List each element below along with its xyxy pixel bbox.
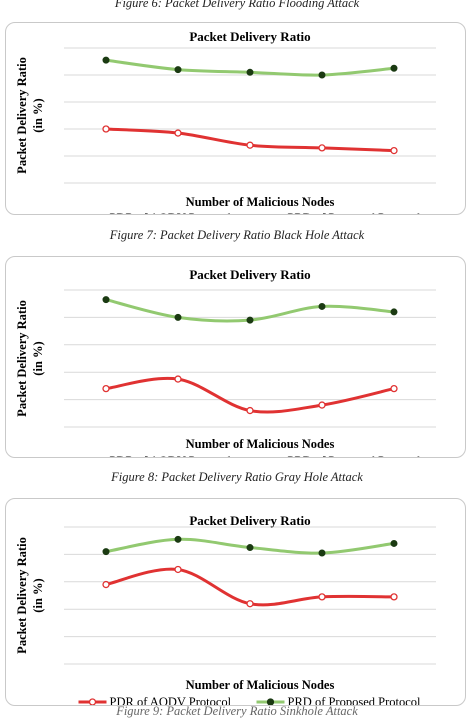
y-axis-label-line: (in %)	[31, 341, 45, 375]
data-point-proposed	[390, 308, 398, 316]
chart-title: Packet Delivery Ratio	[189, 513, 310, 528]
data-point-aodv	[102, 580, 110, 589]
data-point-aodv	[174, 565, 182, 574]
y-axis-label: Packet Delivery Ratio (in %)	[15, 300, 45, 417]
data-point-proposed	[174, 66, 182, 74]
chart-sinkhole: Packet Delivery Ratio Packet Delivery Rat…	[5, 498, 466, 706]
data-point-aodv	[318, 593, 326, 601]
y-axis-label-line: Packet Delivery Ratio	[15, 537, 29, 654]
y-axis-label-line: (in %)	[31, 98, 45, 132]
y-axis-label: Packet Delivery Ratio (in %)	[15, 537, 45, 654]
data-point-aodv	[318, 401, 326, 409]
legend-label: PDR of AODV Protocol	[110, 211, 232, 214]
figure-caption-8: Figure 8: Packet Delivery Ratio Gray Hol…	[111, 470, 363, 484]
data-point-aodv	[390, 384, 398, 393]
chart-title: Packet Delivery Ratio	[189, 267, 310, 282]
legend-label: PDR of AODV Protocol	[110, 695, 232, 705]
legend-label: PDR of AODV Protocol	[110, 454, 232, 457]
gridlines	[64, 47, 436, 184]
figure-caption-7: Figure 7: Packet Delivery Ratio Black Ho…	[109, 228, 365, 242]
data-point-proposed	[174, 313, 182, 321]
x-axis-label: Number of Malicious Nodes	[186, 437, 335, 451]
chart-title: Packet Delivery Ratio	[189, 29, 310, 44]
data-point-proposed	[318, 302, 326, 310]
data-point-aodv	[246, 600, 254, 608]
data-point-proposed	[246, 316, 254, 324]
data-point-proposed	[318, 71, 326, 79]
data-point-proposed	[246, 68, 254, 76]
legend-swatch-marker	[266, 698, 275, 705]
data-point-proposed	[246, 544, 254, 552]
legend-swatch-marker	[88, 698, 97, 705]
data-point-proposed	[390, 539, 398, 547]
data-point-aodv	[102, 125, 110, 133]
data-point-aodv	[174, 375, 182, 383]
chart-black-hole: Packet Delivery Ratio Packet Delivery Rat…	[5, 22, 466, 215]
chart-gray-hole: Packet Delivery Ratio Packet Delivery Rat…	[5, 256, 466, 458]
data-point-proposed	[174, 535, 182, 543]
y-axis-label: Packet Delivery Ratio (in %)	[15, 57, 45, 174]
data-point-proposed	[102, 296, 110, 304]
legend-label: PRD of Proposed Protocol	[288, 695, 422, 705]
data-point-proposed	[102, 56, 110, 64]
series-line-aodv	[105, 567, 395, 607]
data-point-proposed	[102, 548, 110, 556]
gridlines	[64, 526, 436, 665]
data-point-proposed	[318, 549, 326, 557]
x-axis-label: Number of Malicious Nodes	[186, 678, 335, 692]
y-axis-label-line: (in %)	[31, 578, 45, 612]
data-point-aodv	[390, 146, 398, 155]
figure-caption-top: Figure 6: Packet Delivery Ratio Flooding…	[114, 0, 360, 10]
x-axis-label: Number of Malicious Nodes	[186, 195, 335, 209]
data-point-aodv	[174, 129, 182, 137]
data-point-aodv	[390, 593, 398, 601]
legend-label: PRD of Proposed Protocol	[288, 211, 422, 214]
legend-label: PRD of Proposed Protocol	[288, 454, 422, 457]
data-point-proposed	[390, 64, 398, 72]
data-point-aodv	[246, 141, 254, 149]
y-axis-label-line: Packet Delivery Ratio	[15, 57, 29, 174]
data-point-aodv	[102, 384, 110, 393]
data-point-aodv	[318, 144, 326, 152]
data-point-aodv	[246, 406, 254, 415]
y-axis-label-line: Packet Delivery Ratio	[15, 300, 29, 417]
